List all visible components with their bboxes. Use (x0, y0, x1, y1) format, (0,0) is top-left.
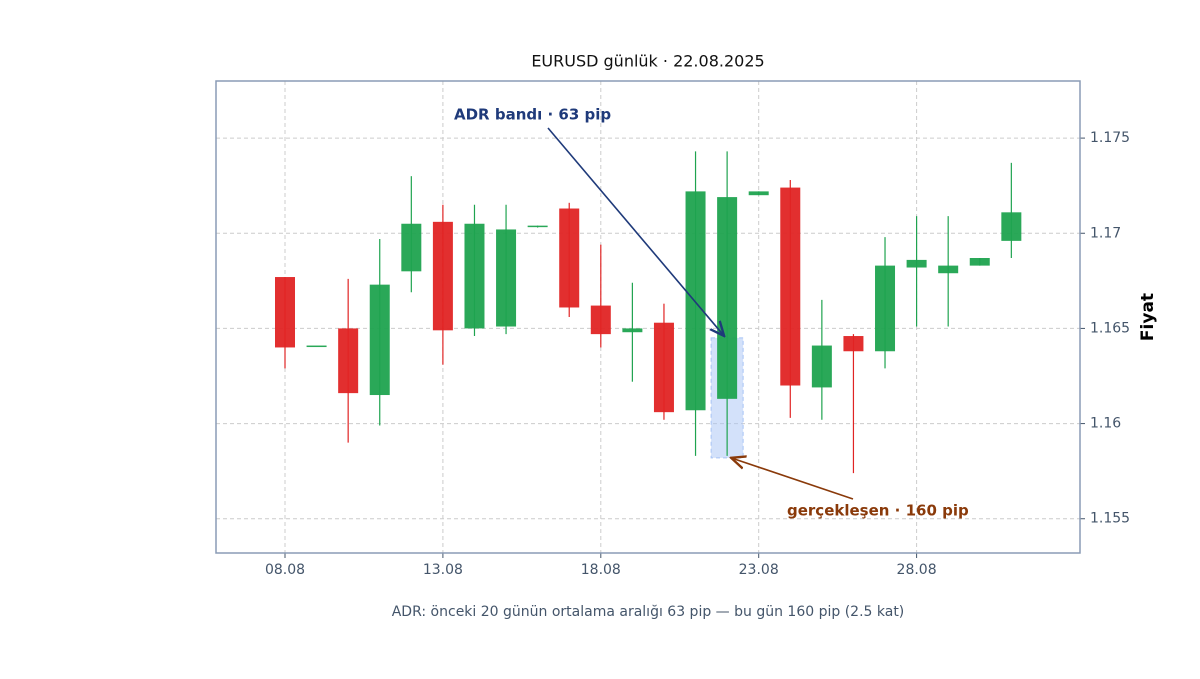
x-tick-label: 08.08 (265, 562, 305, 578)
y-tick-label: 1.175 (1090, 130, 1130, 146)
candle-body (843, 336, 864, 352)
candle-body (306, 345, 327, 348)
candle-body (464, 223, 485, 329)
candle-body (275, 277, 295, 348)
annotation-arrow (731, 458, 854, 500)
candle-body (622, 328, 643, 333)
annotation: gerçekleşen · 160 pip (787, 502, 969, 520)
candle-body (811, 345, 832, 388)
candle-body (717, 197, 738, 399)
caption: ADR: önceki 20 günün ortalama aralığı 63… (392, 604, 905, 620)
candle-body (338, 328, 359, 394)
candle-body (527, 225, 548, 228)
candle-body (748, 191, 769, 196)
candle-body (938, 265, 959, 274)
candle-body (906, 259, 927, 268)
candle-body (653, 322, 674, 413)
x-tick-label: 28.08 (897, 562, 937, 578)
y-tick-label: 1.165 (1090, 320, 1130, 336)
plot-frame (215, 80, 1081, 554)
candle-body (685, 191, 706, 411)
candle-body (496, 229, 517, 327)
candle-body (559, 208, 580, 308)
y-axis-label: Fiyat (1138, 293, 1158, 341)
y-tick-label: 1.17 (1090, 225, 1121, 241)
x-tick-label: 13.08 (423, 562, 463, 578)
candle-body (1001, 212, 1022, 241)
y-tick-label: 1.16 (1090, 416, 1121, 432)
candle-body (780, 187, 801, 386)
y-tick-label: 1.155 (1090, 511, 1130, 527)
x-tick-label: 23.08 (739, 562, 779, 578)
chart-title: EURUSD günlük · 22.08.2025 (531, 52, 764, 71)
annotation: ADR bandı · 63 pip (454, 106, 611, 124)
x-tick-label: 18.08 (581, 562, 621, 578)
candle-body (875, 265, 896, 352)
candle-body (969, 258, 990, 266)
candle-body (432, 221, 453, 331)
annotation-arrow (547, 127, 724, 336)
candle-body (401, 223, 422, 272)
candle-body (369, 284, 390, 396)
candle-body (590, 305, 611, 335)
